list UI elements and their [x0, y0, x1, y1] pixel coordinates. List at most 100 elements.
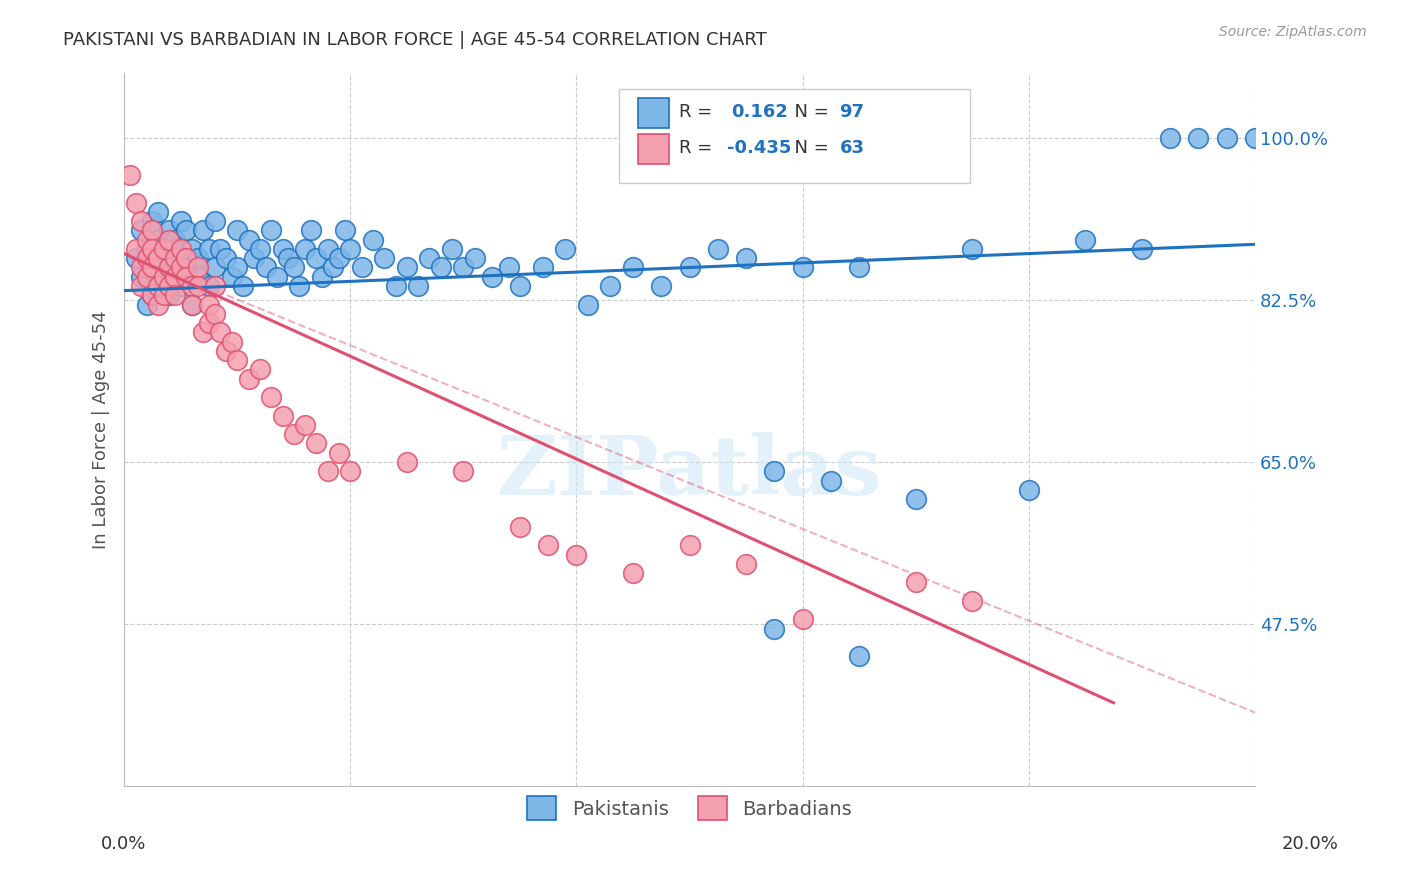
Point [498, 260, 520, 275]
Point [361, 233, 384, 247]
Point [215, 251, 238, 265]
Point [650, 279, 672, 293]
Point [170, 260, 193, 275]
Point [1187, 130, 1209, 145]
Point [146, 297, 169, 311]
Point [328, 446, 350, 460]
Point [124, 195, 146, 210]
Point [209, 242, 232, 256]
Point [165, 269, 187, 284]
Point [170, 279, 193, 293]
Point [1130, 242, 1153, 256]
Point [395, 455, 418, 469]
Point [170, 251, 193, 265]
Point [198, 242, 221, 256]
Point [141, 214, 163, 228]
Point [221, 269, 243, 284]
Point [322, 260, 344, 275]
Point [243, 251, 266, 265]
Point [176, 223, 198, 237]
Point [152, 242, 174, 256]
Text: 97: 97 [839, 103, 865, 121]
Point [135, 233, 157, 247]
Text: N =: N = [783, 103, 835, 121]
Point [209, 326, 232, 340]
Point [129, 223, 152, 237]
Point [193, 326, 215, 340]
Point [141, 288, 163, 302]
Point [135, 297, 157, 311]
Point [531, 260, 554, 275]
Point [453, 260, 475, 275]
Point [249, 362, 271, 376]
Point [129, 260, 152, 275]
Point [1018, 483, 1040, 497]
Point [707, 242, 730, 256]
Point [260, 223, 283, 237]
Point [152, 288, 174, 302]
Text: 0.162: 0.162 [731, 103, 787, 121]
Point [820, 474, 842, 488]
Point [146, 251, 169, 265]
Point [198, 297, 221, 311]
Point [792, 612, 814, 626]
Point [165, 242, 187, 256]
Point [238, 233, 260, 247]
Point [141, 242, 163, 256]
Point [165, 233, 187, 247]
Point [146, 205, 169, 219]
Legend: Pakistanis, Barbadians: Pakistanis, Barbadians [517, 787, 862, 830]
Point [187, 251, 209, 265]
Point [170, 242, 193, 256]
Point [198, 279, 221, 293]
Point [294, 242, 316, 256]
Point [135, 269, 157, 284]
Point [118, 168, 141, 182]
Point [181, 279, 204, 293]
Point [141, 260, 163, 275]
Point [170, 214, 193, 228]
Y-axis label: In Labor Force | Age 45-54: In Labor Force | Age 45-54 [93, 310, 110, 549]
Point [763, 622, 786, 636]
Point [204, 214, 226, 228]
Point [305, 251, 328, 265]
Point [187, 279, 209, 293]
Point [152, 269, 174, 284]
Point [204, 307, 226, 321]
Point [960, 242, 983, 256]
Point [135, 251, 157, 265]
Point [238, 371, 260, 385]
Point [288, 279, 311, 293]
Point [159, 223, 181, 237]
Point [509, 520, 531, 534]
Point [141, 288, 163, 302]
Point [159, 288, 181, 302]
Point [904, 491, 927, 506]
Point [678, 260, 700, 275]
Point [146, 233, 169, 247]
Point [430, 260, 453, 275]
Point [678, 538, 700, 552]
Point [124, 251, 146, 265]
Point [129, 279, 152, 293]
Point [165, 288, 187, 302]
Point [350, 260, 373, 275]
Point [221, 334, 243, 349]
Point [198, 316, 221, 330]
Text: 0.0%: 0.0% [101, 835, 146, 853]
Point [146, 269, 169, 284]
Point [299, 223, 322, 237]
Point [537, 538, 560, 552]
Point [464, 251, 486, 265]
Point [316, 242, 339, 256]
Point [453, 464, 475, 478]
Point [129, 269, 152, 284]
Point [418, 251, 440, 265]
Point [215, 343, 238, 358]
Point [1159, 130, 1181, 145]
Text: R =: R = [679, 139, 718, 157]
Point [152, 242, 174, 256]
Point [735, 251, 758, 265]
Point [176, 260, 198, 275]
Point [294, 417, 316, 432]
